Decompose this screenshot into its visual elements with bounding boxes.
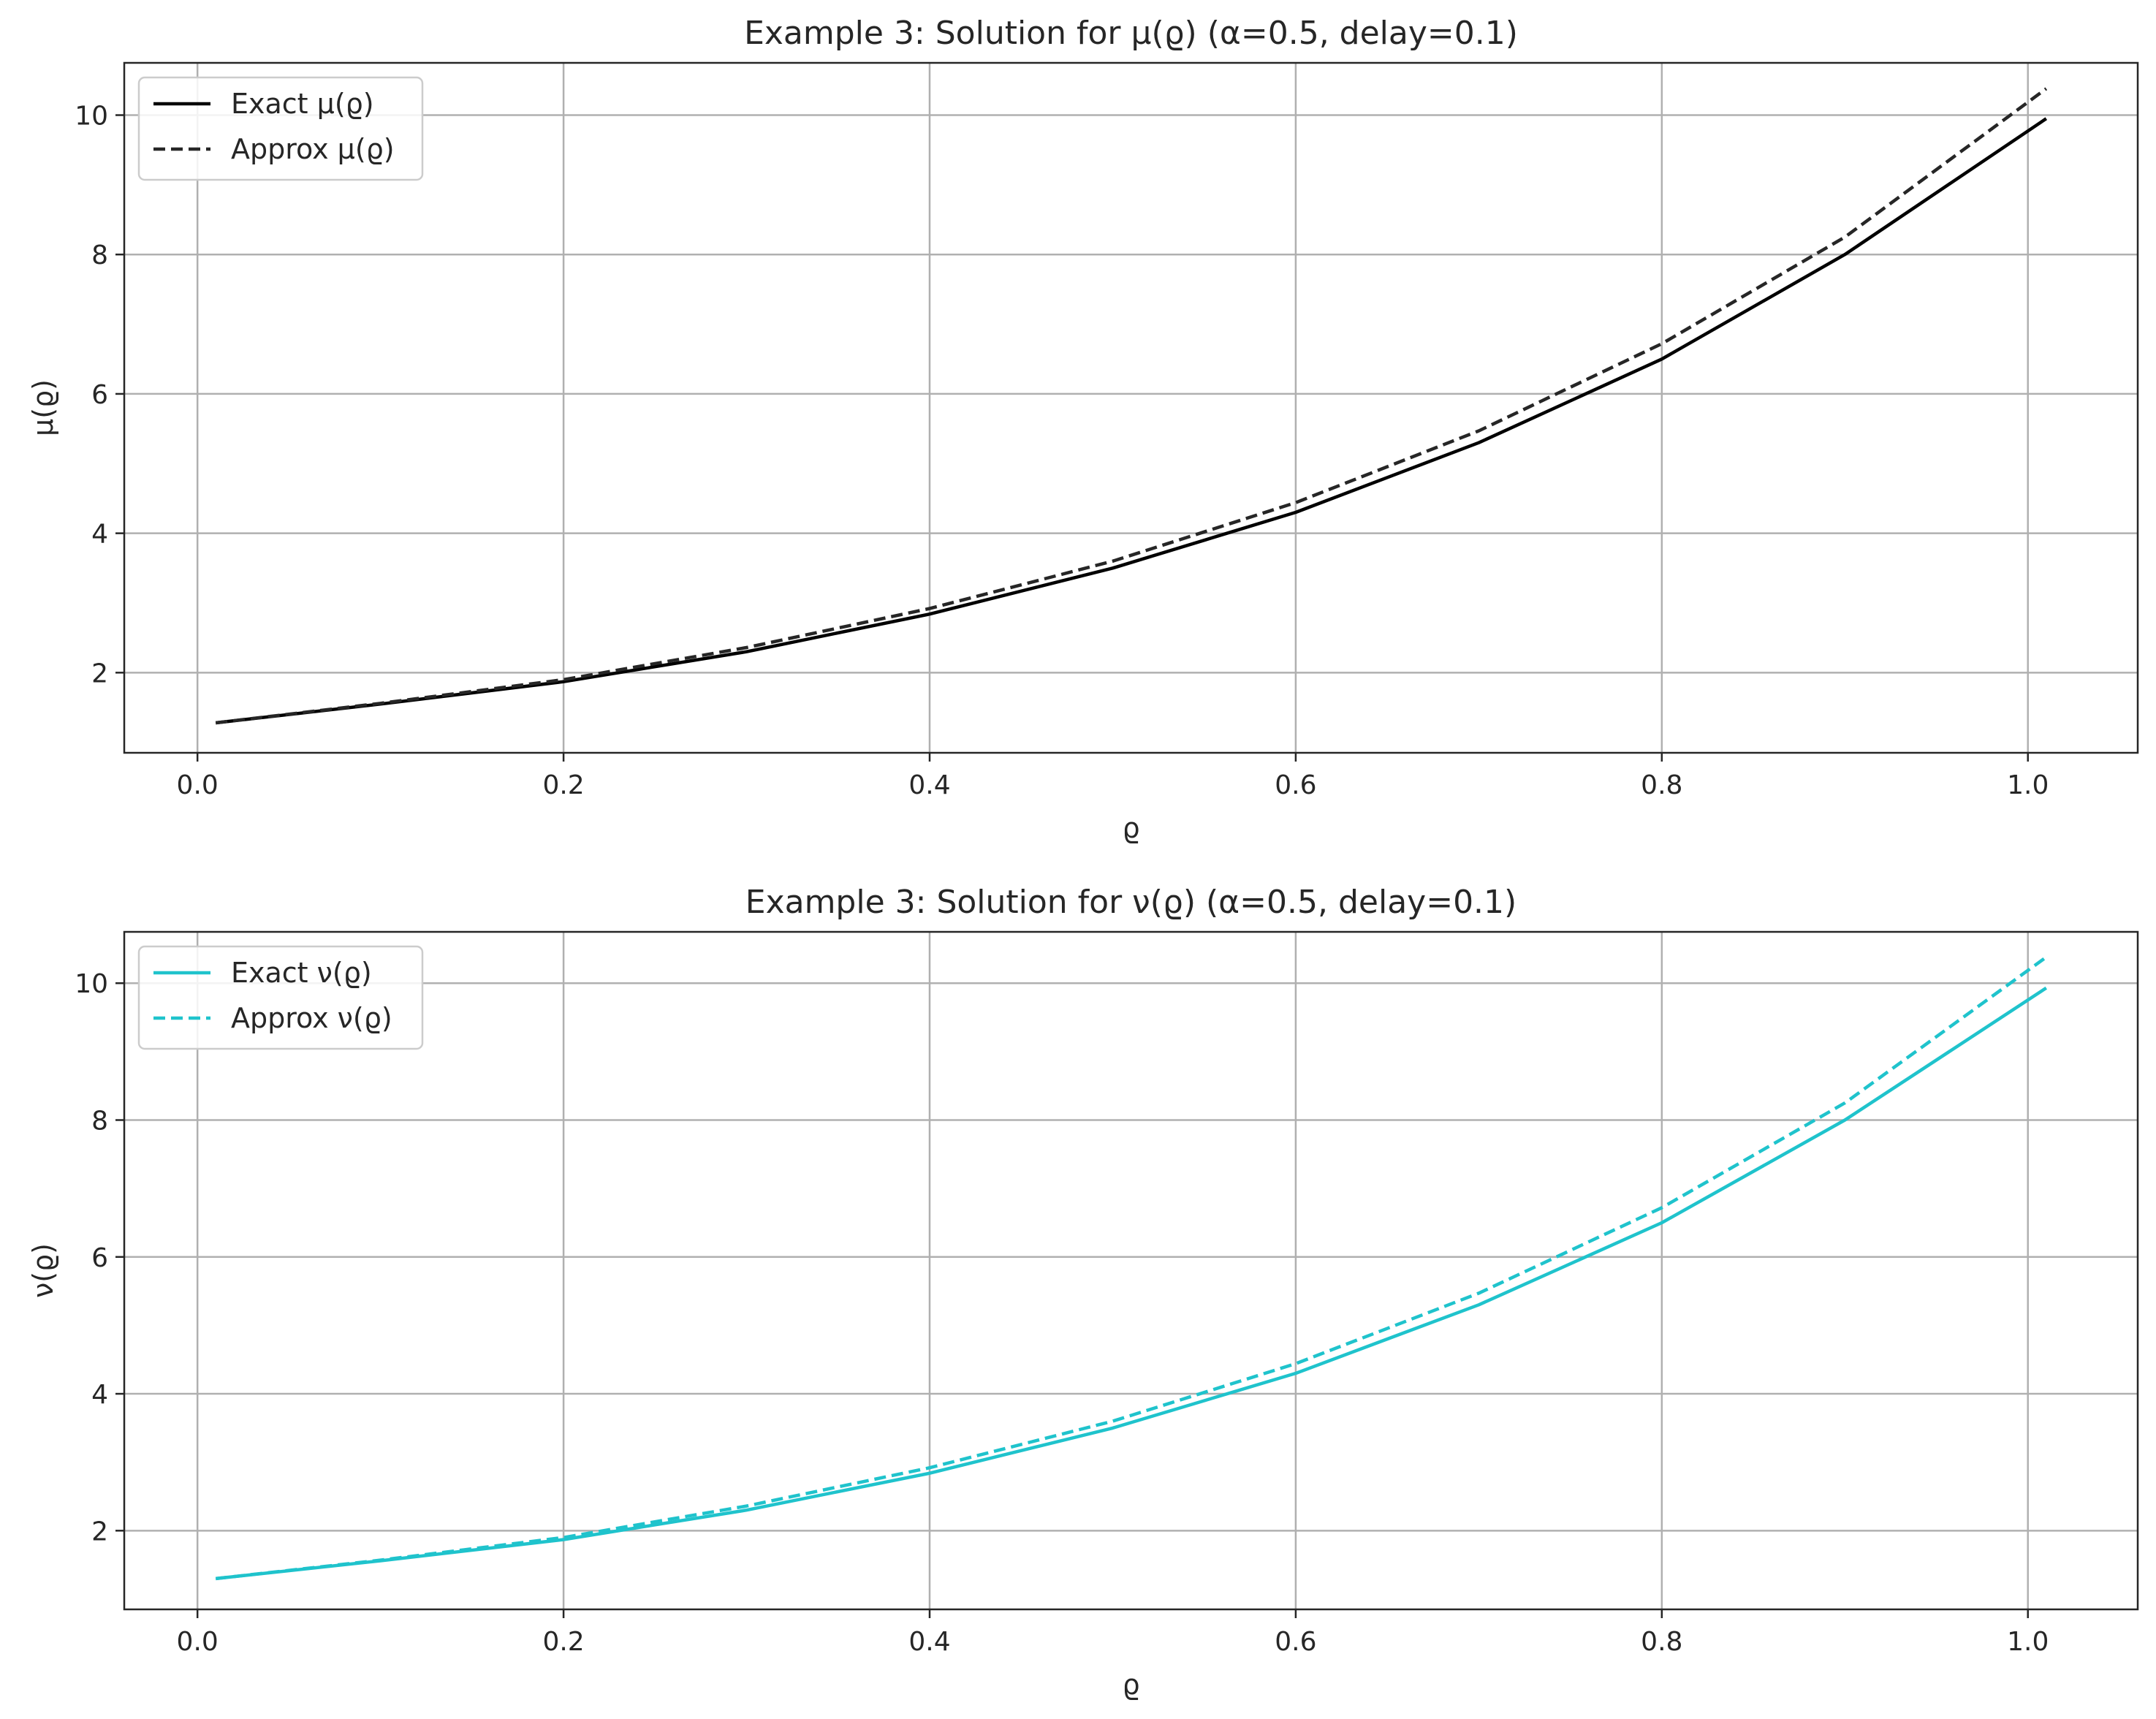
y-tick-label: 6 bbox=[91, 380, 108, 410]
y-tick-label: 2 bbox=[91, 1517, 108, 1547]
plot-frame bbox=[123, 61, 2139, 754]
x-tick-label: 0.6 bbox=[1275, 1627, 1316, 1657]
series-line-approx bbox=[215, 87, 2048, 725]
y-axis-label: ν(ϱ) bbox=[27, 1243, 59, 1298]
chart-title: Example 3: Solution for ν(ϱ) (α=0.5, del… bbox=[745, 884, 1517, 921]
x-axis-label: ϱ bbox=[1122, 1669, 1139, 1701]
chart-title: Example 3: Solution for μ(ϱ) (α=0.5, del… bbox=[744, 15, 1518, 52]
y-tick-label: 10 bbox=[75, 102, 108, 132]
chart-nu: 0.0 0.2 0.4 0.6 0.8 1.0 2 4 6 8 10 Example 3: Solu… bbox=[27, 884, 2139, 1701]
x-tick-label: 0.4 bbox=[908, 770, 950, 800]
ticks: 0.0 0.2 0.4 0.6 0.8 1.0 2 4 6 8 10 bbox=[75, 969, 2049, 1657]
series-lines bbox=[215, 87, 2048, 725]
legend-label-approx: Approx μ(ϱ) bbox=[231, 133, 395, 165]
y-axis-label: μ(ϱ) bbox=[27, 379, 59, 436]
y-tick-label: 10 bbox=[75, 969, 108, 999]
x-tick-label: 0.2 bbox=[542, 770, 584, 800]
x-tick-label: 0.2 bbox=[542, 1627, 584, 1657]
chart-mu: 0.0 0.2 0.4 0.6 0.8 1.0 2 4 6 8 10 Example 3: Solu… bbox=[27, 15, 2139, 844]
legend-label-approx: Approx ν(ϱ) bbox=[231, 1002, 392, 1034]
grid bbox=[124, 63, 2138, 753]
x-tick-label: 0.8 bbox=[1641, 770, 1682, 800]
x-tick-label: 1.0 bbox=[2007, 1627, 2049, 1657]
legend: Exact ν(ϱ) Approx ν(ϱ) bbox=[137, 945, 424, 1050]
ticks: 0.0 0.2 0.4 0.6 0.8 1.0 2 4 6 8 10 bbox=[75, 102, 2049, 800]
series-line-approx bbox=[215, 955, 2048, 1581]
y-tick-label: 8 bbox=[91, 1107, 108, 1136]
series-lines bbox=[215, 955, 2048, 1581]
x-tick-label: 0.0 bbox=[177, 1627, 219, 1657]
y-tick-label: 4 bbox=[91, 1380, 108, 1410]
x-tick-label: 1.0 bbox=[2007, 770, 2049, 800]
y-tick-label: 8 bbox=[91, 240, 108, 270]
y-tick-label: 2 bbox=[91, 659, 108, 688]
y-tick-label: 4 bbox=[91, 520, 108, 550]
y-tick-label: 6 bbox=[91, 1243, 108, 1273]
legend: Exact μ(ϱ) Approx μ(ϱ) bbox=[137, 76, 424, 181]
plot-frame bbox=[123, 930, 2139, 1611]
legend-label-exact: Exact ν(ϱ) bbox=[231, 957, 372, 989]
legend-label-exact: Exact μ(ϱ) bbox=[231, 88, 374, 120]
x-tick-label: 0.0 bbox=[177, 770, 219, 800]
x-axis-label: ϱ bbox=[1122, 812, 1139, 844]
x-tick-label: 0.4 bbox=[908, 1627, 950, 1657]
x-tick-label: 0.6 bbox=[1275, 770, 1316, 800]
x-tick-label: 0.8 bbox=[1641, 1627, 1682, 1657]
